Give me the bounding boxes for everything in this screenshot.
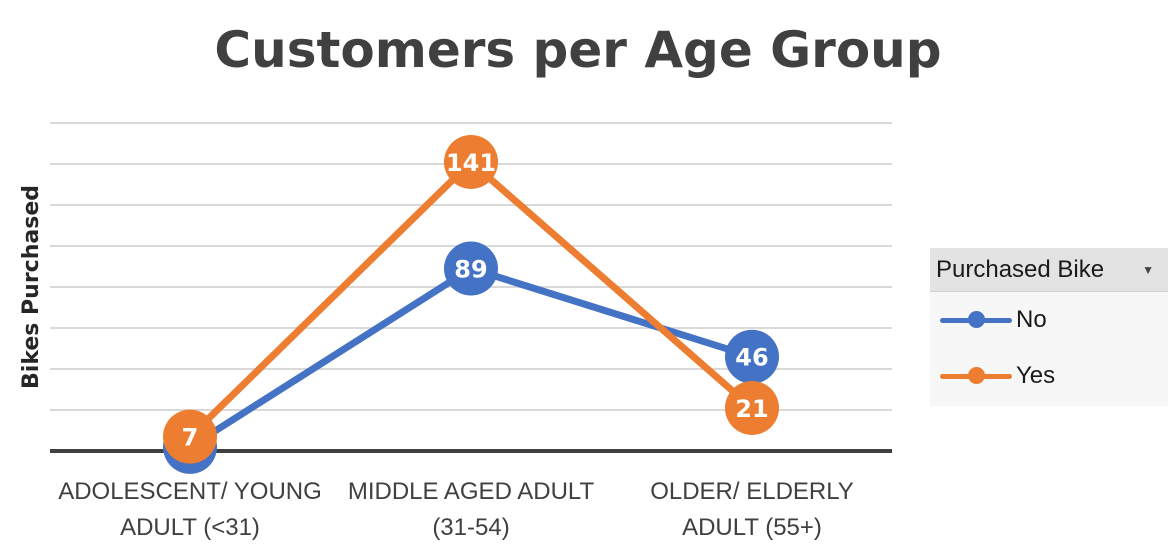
x-tick-label: (31-54) [432, 514, 509, 541]
x-tick-label: ADULT (<31) [120, 514, 260, 541]
legend-header[interactable]: Purchased Bike ▼ [930, 248, 1168, 292]
x-tick-label: ADULT (55+) [682, 514, 822, 541]
data-label: 89 [454, 256, 487, 284]
x-tick-label: MIDDLE AGED ADULT [348, 478, 595, 505]
data-point[interactable] [725, 380, 779, 435]
y-axis-label: Bikes Purchased [19, 185, 44, 389]
data-point[interactable] [444, 241, 498, 296]
data-point[interactable] [444, 134, 498, 189]
legend-swatch-no [940, 310, 1012, 330]
legend-title: Purchased Bike [936, 255, 1105, 283]
legend-item-yes[interactable]: Yes [930, 348, 1168, 404]
dropdown-arrow-icon[interactable]: ▼ [1142, 262, 1154, 277]
data-label: 21 [735, 395, 768, 423]
chart-title: Customers per Age Group [214, 21, 941, 79]
x-tick-label: ADOLESCENT/ YOUNG [58, 478, 322, 505]
legend: Purchased Bike ▼ No Yes [930, 248, 1168, 406]
legend-label-yes: Yes [1016, 362, 1056, 389]
series-layer: 28946714121 [163, 134, 779, 474]
legend-swatch-yes [940, 366, 1012, 386]
legend-label-no: No [1016, 306, 1047, 333]
data-point[interactable] [725, 329, 779, 384]
x-tick-label: OLDER/ ELDERLY [650, 478, 854, 505]
data-label: 141 [446, 149, 496, 177]
markers-yes: 7 141 21 [163, 134, 779, 464]
legend-item-no[interactable]: No [930, 292, 1168, 348]
data-point[interactable] [163, 409, 217, 464]
data-label: 7 [182, 424, 199, 452]
data-label: 46 [735, 344, 768, 372]
markers-no: 28946 [163, 241, 779, 474]
x-axis-tick-labels: ADOLESCENT/ YOUNG ADULT (<31) MIDDLE AGED … [58, 478, 854, 541]
